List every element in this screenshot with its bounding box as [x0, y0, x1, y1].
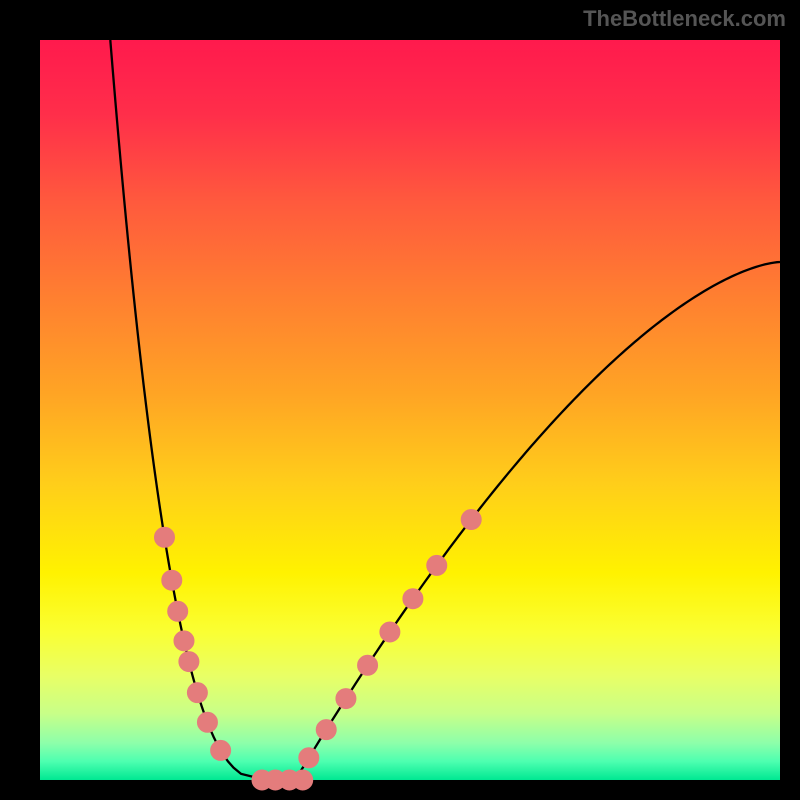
data-marker: [461, 510, 481, 530]
data-marker: [358, 655, 378, 675]
data-marker: [197, 712, 217, 732]
data-marker: [403, 589, 423, 609]
data-marker: [316, 720, 336, 740]
data-marker: [427, 555, 447, 575]
data-marker: [174, 631, 194, 651]
data-marker: [187, 683, 207, 703]
watermark-text: TheBottleneck.com: [583, 6, 786, 32]
curve-layer: [40, 40, 780, 780]
chart-container: TheBottleneck.com: [0, 0, 800, 800]
data-marker: [162, 570, 182, 590]
data-marker: [293, 770, 313, 790]
data-marker: [380, 622, 400, 642]
data-marker: [179, 652, 199, 672]
plot-area: [40, 40, 780, 780]
data-marker: [336, 689, 356, 709]
data-marker: [299, 748, 319, 768]
bottleneck-curve: [110, 40, 780, 780]
data-marker: [211, 740, 231, 760]
data-marker: [168, 601, 188, 621]
marker-group: [154, 510, 481, 790]
data-marker: [154, 527, 174, 547]
